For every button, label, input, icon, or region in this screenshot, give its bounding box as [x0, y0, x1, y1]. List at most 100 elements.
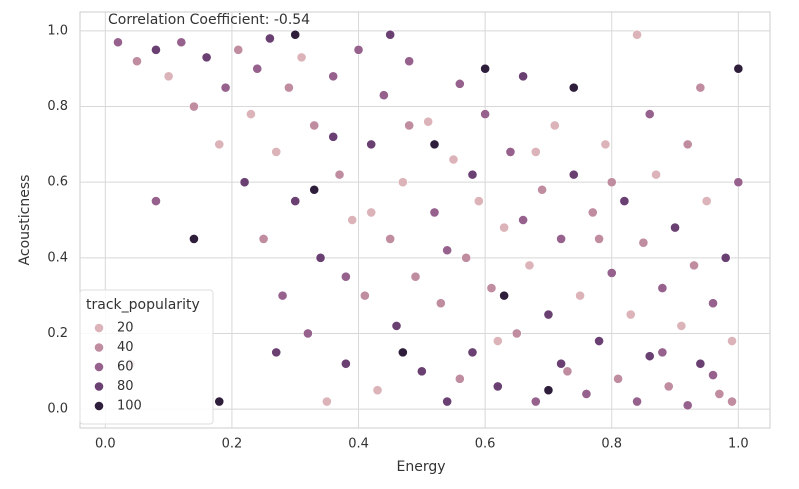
point — [442, 396, 453, 407]
y-tick-label: 0.4 — [47, 250, 68, 265]
point — [549, 120, 560, 131]
point — [695, 358, 706, 369]
point — [366, 207, 377, 218]
y-axis-label: Acousticness — [17, 175, 33, 266]
point — [657, 347, 668, 358]
legend: track_popularity 20 40 60 80 100 — [79, 289, 214, 425]
point — [657, 283, 668, 293]
point — [391, 320, 402, 331]
point — [429, 207, 440, 218]
point — [644, 109, 655, 120]
point — [708, 370, 718, 380]
point — [594, 336, 604, 346]
point — [334, 169, 345, 180]
point — [701, 196, 712, 206]
point — [543, 385, 554, 396]
point — [176, 37, 187, 48]
y-tick-label: 0.6 — [47, 175, 68, 190]
point — [492, 336, 503, 346]
point — [606, 268, 617, 278]
point — [132, 56, 142, 67]
point — [290, 196, 301, 206]
legend-marker — [94, 401, 104, 411]
point — [151, 44, 161, 55]
point — [429, 139, 440, 150]
point — [511, 328, 522, 339]
point — [378, 90, 389, 101]
point — [461, 252, 472, 263]
point — [385, 29, 396, 40]
point — [467, 169, 478, 180]
point — [309, 184, 320, 195]
point — [296, 52, 307, 63]
legend-label: 100 — [117, 399, 142, 414]
point — [575, 290, 585, 301]
point — [613, 373, 623, 384]
point — [524, 260, 535, 271]
legend-title: track_popularity — [86, 297, 200, 313]
point — [651, 169, 661, 180]
legend-marker — [94, 323, 104, 333]
point — [632, 29, 642, 40]
point — [448, 154, 459, 165]
y-tick-label: 0.8 — [47, 99, 68, 114]
x-tick-label: 0.4 — [348, 437, 369, 452]
point — [454, 78, 465, 89]
point — [727, 396, 737, 407]
point — [505, 147, 516, 157]
point — [113, 37, 123, 48]
point — [315, 252, 326, 263]
point — [727, 336, 737, 346]
point — [733, 63, 744, 74]
point — [442, 245, 453, 256]
legend-marker — [94, 381, 104, 392]
point — [189, 234, 199, 244]
point — [404, 56, 415, 67]
point — [682, 139, 693, 150]
point — [410, 271, 421, 282]
point — [499, 290, 510, 301]
point — [423, 116, 434, 127]
point — [163, 71, 174, 82]
point — [252, 63, 263, 74]
point — [454, 373, 465, 384]
point — [682, 400, 693, 411]
legend-box — [79, 289, 214, 425]
point — [619, 196, 630, 206]
point — [556, 358, 567, 369]
point — [277, 290, 288, 301]
point — [473, 196, 484, 206]
point — [397, 177, 408, 188]
legend-marker — [94, 362, 104, 372]
point — [670, 222, 680, 233]
point — [309, 120, 320, 131]
point — [404, 120, 415, 131]
point — [492, 381, 503, 392]
point — [214, 139, 225, 150]
point — [587, 207, 598, 218]
point — [302, 328, 313, 339]
point — [632, 396, 642, 407]
point — [600, 139, 611, 150]
point — [265, 33, 275, 44]
point — [568, 169, 579, 180]
legend-label: 20 — [117, 321, 134, 336]
legend-label: 40 — [117, 340, 134, 355]
legend-label: 80 — [117, 379, 134, 394]
point — [480, 63, 491, 74]
point — [537, 184, 548, 195]
point — [530, 147, 541, 157]
point — [720, 252, 731, 263]
point — [283, 82, 294, 93]
point — [467, 347, 478, 358]
point — [689, 260, 699, 271]
point — [581, 389, 592, 399]
point — [290, 29, 301, 40]
point — [543, 309, 554, 320]
point — [340, 358, 351, 369]
point — [321, 396, 332, 407]
point — [638, 237, 649, 248]
point — [347, 215, 358, 225]
point — [353, 44, 364, 55]
point — [397, 347, 408, 358]
